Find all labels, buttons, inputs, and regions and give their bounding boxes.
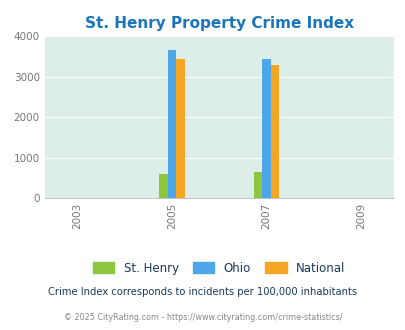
Bar	[253, 172, 262, 198]
Bar	[159, 174, 167, 198]
Bar	[262, 58, 270, 198]
Bar	[176, 59, 184, 198]
Text: Crime Index corresponds to incidents per 100,000 inhabitants: Crime Index corresponds to incidents per…	[48, 287, 357, 297]
Text: © 2025 CityRating.com - https://www.cityrating.com/crime-statistics/: © 2025 CityRating.com - https://www.city…	[64, 313, 341, 322]
Bar	[167, 50, 176, 198]
Bar	[270, 65, 279, 198]
Title: St. Henry Property Crime Index: St. Henry Property Crime Index	[85, 16, 353, 31]
Legend: St. Henry, Ohio, National: St. Henry, Ohio, National	[87, 256, 350, 280]
